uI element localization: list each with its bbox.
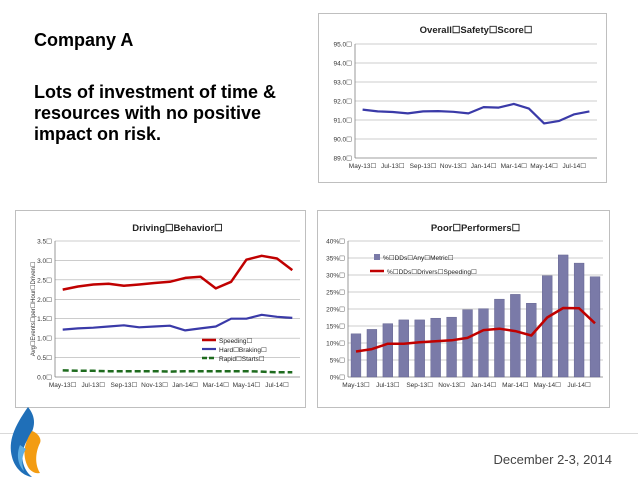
legend-label: Hard☐Braking☐ bbox=[219, 346, 267, 354]
y-tick-label: 25%☐ bbox=[326, 289, 345, 297]
chart-title: Poor☐Performers☐ bbox=[431, 223, 521, 234]
series-line bbox=[362, 102, 590, 125]
bar bbox=[558, 254, 569, 378]
x-tick-label: May-14☐ bbox=[533, 381, 561, 389]
series-line bbox=[62, 254, 294, 291]
bar bbox=[446, 316, 457, 378]
legend-label: %☐DDs☐Any☐Metric☐ bbox=[383, 254, 454, 262]
y-tick-label: 40%☐ bbox=[326, 238, 345, 246]
y-axis-label: Avg☐Events☐per☐Hour☐Driven☐ bbox=[30, 262, 37, 356]
bar bbox=[542, 275, 553, 378]
bar bbox=[478, 308, 489, 378]
x-tick-label: May-13☐ bbox=[349, 162, 377, 170]
y-tick-label: 2.0☐ bbox=[37, 296, 52, 304]
chart-title: Overall☐Safety☐Score☐ bbox=[420, 25, 533, 36]
y-tick-label: 35%☐ bbox=[326, 255, 345, 263]
slide-subtext: Lots of investment of time & resources w… bbox=[34, 82, 277, 144]
bar bbox=[510, 294, 521, 378]
y-tick-label: 3.0☐ bbox=[37, 257, 52, 265]
series-line bbox=[62, 369, 293, 374]
x-tick-label: Jul-13☐ bbox=[381, 162, 405, 170]
chart-title: Driving☐Behavior☐ bbox=[132, 223, 223, 234]
y-tick-label: 2.5☐ bbox=[37, 276, 52, 284]
bar bbox=[350, 333, 362, 378]
y-tick-label: 92.0☐ bbox=[334, 98, 353, 106]
legend-label: Rapid☐Starts☐ bbox=[219, 355, 265, 363]
driving-behavior-chart: Driving☐Behavior☐ 0.0☐ 0.5☐ 1.0☐ 1.5☐ 2.0☐ 2.5… bbox=[15, 210, 306, 408]
poor-performers-chart: Poor☐Performers☐ 0%☐ 5%☐ 10%☐ 15%☐ 20%☐ 25%☐ 30… bbox=[317, 210, 610, 408]
x-tick-label: Jul-14☐ bbox=[265, 381, 289, 389]
x-tick-label: Mar-14☐ bbox=[502, 381, 529, 389]
bar bbox=[526, 303, 537, 378]
y-tick-label: 90.0☐ bbox=[334, 136, 353, 144]
bar bbox=[398, 319, 409, 378]
bar bbox=[573, 262, 585, 378]
bar bbox=[366, 329, 378, 378]
driving-behavior-svg: Driving☐Behavior☐ 0.0☐ 0.5☐ 1.0☐ 1.5☐ 2.0☐ 2.5… bbox=[30, 223, 300, 389]
x-tick-label: May-14☐ bbox=[530, 162, 558, 170]
safety-score-svg: Overall☐Safety☐Score☐ 89.0☐ 90.0☐ 91.0☐ 92.0… bbox=[334, 25, 597, 170]
y-tick-label: 30%☐ bbox=[326, 272, 345, 280]
x-tick-label: Nov-13☐ bbox=[141, 381, 168, 389]
bar bbox=[494, 298, 505, 378]
y-tick-label: 3.5☐ bbox=[37, 238, 52, 246]
x-tick-label: Sep-13☐ bbox=[410, 162, 437, 170]
x-tick-label: Sep-13☐ bbox=[111, 381, 138, 389]
y-tick-label: 1.5☐ bbox=[37, 315, 52, 323]
x-tick-label: Jul-14☐ bbox=[563, 162, 587, 170]
x-tick-label: Jan-14☐ bbox=[471, 162, 497, 170]
y-tick-label: 94.0☐ bbox=[334, 60, 353, 68]
series-line bbox=[355, 306, 596, 353]
legend-label: %☐DDs☐Drivers☐Speeding☐ bbox=[387, 268, 477, 276]
x-tick-label: Mar-14☐ bbox=[501, 162, 528, 170]
flame-logo-icon bbox=[10, 407, 41, 477]
y-tick-label: 10%☐ bbox=[326, 340, 345, 348]
x-tick-label: Jul-13☐ bbox=[82, 381, 106, 389]
slide-heading: Company A bbox=[34, 30, 134, 50]
x-tick-label: Mar-14☐ bbox=[203, 381, 230, 389]
footer-divider bbox=[0, 433, 638, 434]
footer-date: December 2-3, 2014 bbox=[493, 452, 612, 467]
y-tick-label: 1.0☐ bbox=[37, 335, 52, 343]
y-tick-label: 5%☐ bbox=[330, 357, 345, 365]
y-tick-label: 0.5☐ bbox=[37, 354, 52, 362]
x-tick-label: May-13☐ bbox=[49, 381, 77, 389]
poor-performers-svg: Poor☐Performers☐ 0%☐ 5%☐ 10%☐ 15%☐ 20%☐ 25%☐ 30… bbox=[326, 223, 603, 389]
x-tick-label: Jul-13☐ bbox=[376, 381, 400, 389]
x-tick-label: Nov-13☐ bbox=[440, 162, 467, 170]
x-tick-label: Jul-14☐ bbox=[567, 381, 591, 389]
y-tick-label: 0.0☐ bbox=[37, 374, 52, 382]
x-tick-label: Jan-14☐ bbox=[172, 381, 198, 389]
legend-label: Speeding☐ bbox=[219, 337, 252, 345]
x-tick-label: Jan-14☐ bbox=[471, 381, 497, 389]
y-tick-label: 95.0☐ bbox=[334, 41, 353, 49]
x-tick-label: May-13☐ bbox=[342, 381, 370, 389]
bar bbox=[589, 276, 601, 378]
bar bbox=[430, 317, 441, 378]
bar bbox=[414, 319, 425, 378]
bar bbox=[382, 323, 393, 378]
series-line bbox=[62, 313, 293, 332]
x-tick-label: Nov-13☐ bbox=[438, 381, 465, 389]
y-tick-label: 0%☐ bbox=[330, 374, 345, 382]
y-tick-label: 15%☐ bbox=[326, 323, 345, 331]
legend-swatch bbox=[374, 254, 380, 260]
y-tick-label: 89.0☐ bbox=[334, 155, 353, 163]
x-tick-label: Sep-13☐ bbox=[406, 381, 433, 389]
y-tick-label: 91.0☐ bbox=[334, 117, 353, 125]
x-tick-label: May-14☐ bbox=[233, 381, 261, 389]
y-tick-label: 93.0☐ bbox=[334, 79, 353, 87]
safety-score-chart: Overall☐Safety☐Score☐ 89.0☐ 90.0☐ 91.0☐ 92.0… bbox=[318, 13, 607, 183]
y-tick-label: 20%☐ bbox=[326, 306, 345, 314]
bar bbox=[462, 309, 473, 378]
